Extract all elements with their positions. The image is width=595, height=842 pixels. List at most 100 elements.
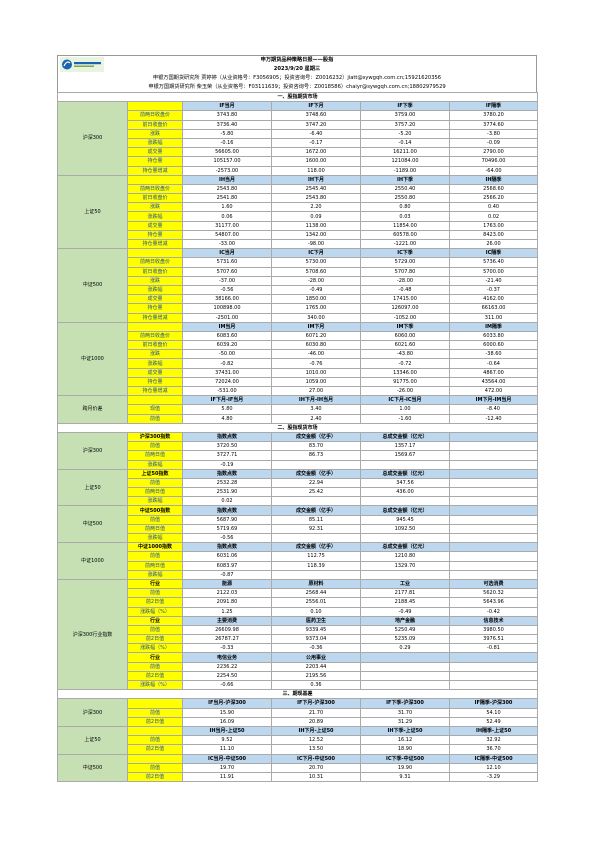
- cell: 19.70: [182, 762, 272, 773]
- data-row: 涨跌幅 -0.56 -0.49 -0.48 -0.37: [58, 284, 539, 296]
- report-header: 申万期货品种策略日报——股指 2023/9/20 星期三 申银万国期货研究所 贾…: [57, 55, 537, 92]
- cell: 13346.00: [360, 367, 450, 378]
- header-name: [127, 321, 183, 332]
- cell: -0.56: [182, 284, 272, 296]
- cell: [448, 569, 539, 580]
- data-row: 持仓量 72024.00 1059.00 91775.00 43564.00: [58, 376, 539, 388]
- row-name: 涨跌幅: [127, 211, 183, 222]
- cell: -5.80: [182, 128, 272, 139]
- data-row: 前2日值 11.10 13.50 18.90 36.70: [58, 744, 539, 755]
- cell: 26.00: [448, 238, 539, 250]
- column-header: IH隔季: [448, 174, 539, 185]
- cell: [271, 532, 361, 544]
- cell: 2790.00: [448, 147, 539, 158]
- header-row: 沪深300行业指数 行业 能源 原材料 工业 可选消费: [57, 578, 539, 691]
- cell: 5707.60: [182, 266, 272, 277]
- cell: 3747.20: [271, 119, 361, 130]
- cell: 83.70: [271, 441, 361, 452]
- cell: 12.52: [271, 735, 361, 746]
- cell: 20.89: [271, 716, 361, 727]
- cell: 66163.00: [448, 303, 539, 314]
- block-label: 中证500: [57, 753, 128, 783]
- column-header: IM隔季: [448, 321, 539, 332]
- data-row: 前值 5687.90 85.11 945.45: [58, 514, 539, 525]
- report: 申万期货品种策略日报——股指 2023/9/20 星期三 申银万国期货研究所 贾…: [56, 55, 539, 783]
- row-name: 持仓量增减: [127, 238, 183, 250]
- cell: 72024.00: [182, 376, 272, 388]
- cell: 0.36: [271, 679, 361, 691]
- column-header: [448, 431, 539, 443]
- data-row: 涨跌幅 -0.19: [58, 459, 539, 470]
- cell: -37.00: [182, 275, 272, 286]
- cell: 1672.00: [271, 147, 361, 158]
- data-row: 前值 19.70 20.70 19.90 12.10: [58, 762, 539, 773]
- cell: 6060.00: [360, 330, 450, 342]
- cell: 3727.71: [182, 450, 272, 461]
- cell: [360, 569, 450, 580]
- cell: 3.40: [271, 404, 361, 415]
- header-name: 中证1000指数: [127, 542, 183, 553]
- cell: -0.19: [182, 459, 272, 470]
- row-name: 前值: [127, 477, 183, 489]
- column-header: IH下月: [271, 174, 361, 185]
- cell: 5.80: [182, 404, 272, 415]
- cell: 3759.00: [360, 110, 450, 121]
- row-name: 前两日值: [127, 523, 183, 535]
- cell: 25.42: [271, 487, 361, 498]
- cell: 6083.97: [182, 560, 272, 571]
- cell: 2566.20: [448, 193, 539, 204]
- row-name: 前值: [127, 441, 183, 452]
- column-header: 成交金额（亿手）: [271, 505, 361, 516]
- cell: [448, 450, 539, 461]
- data-row: 前两日值 2531.90 25.42 436.00: [58, 487, 539, 498]
- row-name: 前值: [127, 624, 183, 636]
- cell: [360, 661, 450, 672]
- row-name: 现值: [127, 404, 183, 415]
- data-row: 前值 3720.50 83.70 1357.17: [58, 441, 539, 452]
- column-header: [360, 652, 450, 663]
- cell: 5620.32: [448, 588, 539, 599]
- column-header: IF下月: [271, 101, 361, 112]
- row-name: 持仓量增减: [127, 165, 183, 176]
- row-name: 前两日收盘价: [127, 257, 183, 268]
- cell: -1.60: [360, 413, 450, 424]
- block-label: 沪深300: [57, 431, 128, 470]
- cell: 1329.70: [360, 560, 450, 571]
- block-label: 沪深300: [57, 101, 128, 176]
- cell: 13.50: [271, 744, 361, 755]
- cell: 2531.90: [182, 487, 272, 498]
- header-row: 上证50 IH当月-上证50 IH下月-上证50 IH下季-上证50 IH隔季-上证50: [57, 725, 539, 755]
- row-name: 涨跌: [127, 202, 183, 213]
- column-header: IF隔季-沪深300: [448, 698, 539, 709]
- cell: 2568.60: [448, 183, 539, 195]
- cell: -0.81: [448, 643, 539, 654]
- column-header: 总成交金额（亿元）: [360, 431, 450, 443]
- data-row: 前两日值 3727.71 86.73 1569.67: [58, 450, 539, 461]
- column-header: IH下月-IH当月: [271, 395, 361, 406]
- cell: 6000.60: [448, 340, 539, 351]
- cell: -6.40: [271, 128, 361, 139]
- column-header: IC当月-中证500: [182, 753, 272, 764]
- column-header: [448, 468, 539, 479]
- cell: 1059.00: [271, 376, 361, 388]
- header-name: 中证500指数: [127, 505, 183, 516]
- column-header: IM当月: [182, 321, 272, 332]
- cell: 0.40: [448, 202, 539, 213]
- cell: 3774.60: [448, 119, 539, 130]
- cell: 1.25: [182, 606, 272, 617]
- cell: 16.09: [182, 716, 272, 727]
- data-row: 涨跌幅（%） 1.25 0.10 -0.49 -0.42: [58, 606, 539, 617]
- column-header: IF下月-IF当月: [182, 395, 272, 406]
- data-row: 涨跌幅 -0.16 -0.17 -0.14 -0.09: [58, 137, 539, 149]
- cell: 3736.40: [182, 119, 272, 130]
- cell: 70496.00: [448, 156, 539, 167]
- cell: -21.40: [448, 275, 539, 286]
- cell: 6021.60: [360, 340, 450, 351]
- data-row: 前值 26609.98 9339.45 5250.49 3980.50: [58, 624, 539, 636]
- data-row: 涨跌幅 -0.87: [58, 569, 539, 580]
- row-name: 前值: [127, 707, 183, 718]
- cell: 2122.03: [182, 588, 272, 599]
- row-name: 成交量: [127, 220, 183, 231]
- data-row: 前值 2236.22 2203.44: [58, 661, 539, 672]
- section-title: 二、股指现货市场: [56, 422, 539, 433]
